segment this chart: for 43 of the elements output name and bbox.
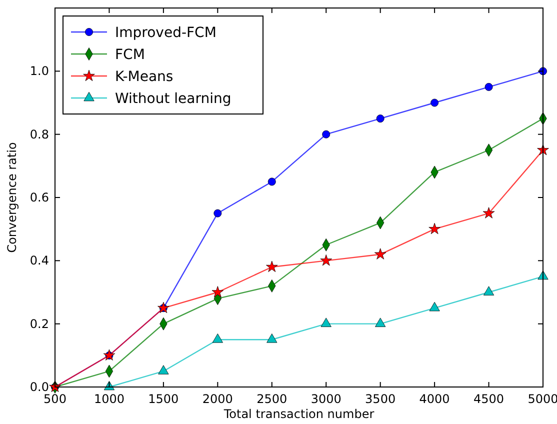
x-tick-label: 3500 bbox=[365, 392, 396, 406]
point bbox=[482, 207, 495, 218]
point bbox=[322, 130, 330, 138]
x-tick-label: 2000 bbox=[202, 392, 233, 406]
x-tick-label: 3000 bbox=[310, 392, 342, 406]
y-tick-label: 1.0 bbox=[30, 64, 49, 78]
point bbox=[266, 334, 278, 343]
x-tick-label: 1500 bbox=[148, 392, 179, 406]
point bbox=[429, 302, 440, 312]
point bbox=[428, 222, 440, 234]
point bbox=[374, 248, 386, 260]
point bbox=[376, 114, 384, 123]
point bbox=[268, 178, 276, 186]
legend-label: K-Means bbox=[115, 69, 174, 85]
point bbox=[537, 144, 549, 156]
point bbox=[484, 82, 493, 91]
legend-label: FCM bbox=[115, 47, 145, 63]
point bbox=[430, 98, 439, 107]
point bbox=[375, 318, 386, 327]
legend-label: Improved-FCM bbox=[115, 25, 216, 41]
y-tick-label: 0.6 bbox=[30, 190, 49, 204]
x-tick-label: 4500 bbox=[474, 392, 504, 406]
x-tick-label: 4000 bbox=[419, 392, 450, 406]
point bbox=[158, 302, 170, 314]
point bbox=[214, 209, 222, 218]
point bbox=[320, 254, 332, 266]
point bbox=[320, 318, 332, 327]
y-tick-label: 0.0 bbox=[30, 380, 49, 394]
y-tick-label: 0.2 bbox=[30, 316, 49, 331]
y-tick-label: 0.8 bbox=[30, 127, 49, 142]
point bbox=[104, 380, 115, 390]
legend-label: Without learning bbox=[115, 91, 232, 107]
point bbox=[158, 365, 169, 374]
point bbox=[266, 260, 278, 272]
x-axis-title: Total transaction number bbox=[222, 407, 374, 421]
y-tick-label: 0.4 bbox=[30, 254, 49, 268]
x-tick-label: 2500 bbox=[256, 392, 288, 406]
x-tick-label: 500 bbox=[44, 392, 66, 406]
y-axis-title: Convergence ratio bbox=[5, 142, 19, 253]
point bbox=[212, 334, 223, 343]
point bbox=[212, 286, 224, 298]
x-tick-label: 1000 bbox=[94, 392, 124, 406]
point bbox=[483, 286, 494, 296]
